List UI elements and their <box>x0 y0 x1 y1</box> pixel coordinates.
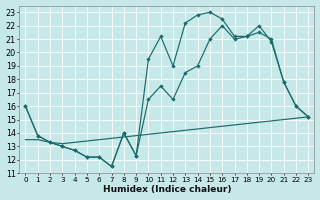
X-axis label: Humidex (Indice chaleur): Humidex (Indice chaleur) <box>103 185 231 194</box>
